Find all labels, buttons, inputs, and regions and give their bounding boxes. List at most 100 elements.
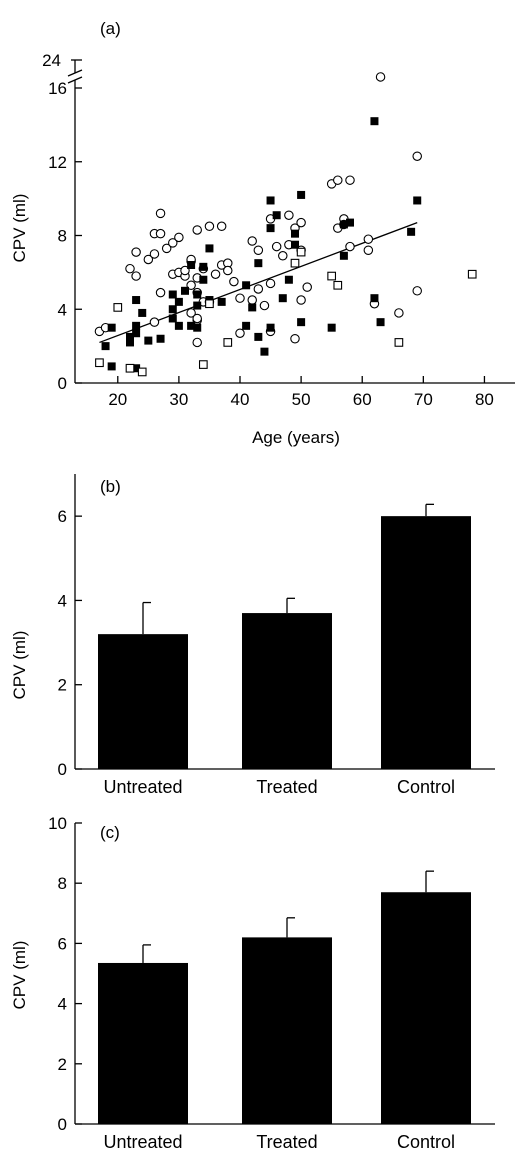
open-circle-point	[253, 284, 264, 294]
panel-b-y-tick-label: 4	[58, 591, 67, 610]
open-circle-point	[259, 300, 270, 311]
open-square-point	[296, 247, 306, 257]
open-circle-point	[345, 241, 355, 252]
open-circle-point	[149, 249, 160, 259]
open-circle-point	[192, 337, 202, 348]
open-square-point	[125, 363, 135, 373]
filled-square-point	[266, 323, 275, 332]
filled-square-point	[291, 229, 299, 238]
filled-square-point	[260, 347, 269, 356]
filled-square-point	[254, 332, 263, 341]
panel-b-content: 0 2 4 6 Untreated Treated Control	[58, 474, 495, 797]
panel-b-category-label: Treated	[256, 777, 317, 797]
filled-square-point	[278, 294, 287, 303]
open-circle-point	[247, 295, 257, 305]
filled-square-point	[132, 321, 141, 330]
x-tick-label: 80	[475, 390, 494, 409]
open-circle-point	[149, 317, 160, 327]
panel-a-y-axis-title: CPV (ml)	[10, 194, 29, 263]
open-circle-point	[216, 221, 227, 232]
open-circle-point	[186, 308, 196, 318]
filled-square-point	[168, 290, 177, 299]
filled-square-point	[168, 305, 177, 314]
filled-square-point	[266, 224, 275, 233]
panel-c-bar	[381, 892, 471, 1124]
open-circle-point	[186, 280, 196, 291]
open-circle-point	[363, 234, 374, 244]
filled-square-point	[284, 275, 293, 284]
open-circle-point	[204, 221, 215, 232]
panel-b-category-label: Control	[397, 777, 455, 797]
open-square-point	[95, 358, 104, 368]
open-circle-point	[155, 287, 166, 298]
open-circle-point	[247, 236, 257, 246]
open-square-point	[327, 271, 337, 281]
panel-a-points	[94, 72, 477, 377]
open-circle-point	[235, 328, 245, 338]
filled-square-point	[254, 259, 263, 268]
open-circle-point	[333, 175, 343, 185]
open-square-point	[333, 280, 343, 290]
panel-a-label: (a)	[100, 19, 121, 38]
filled-square-point	[199, 262, 208, 271]
panel-b-label: (b)	[100, 477, 121, 496]
filled-square-point	[181, 286, 189, 295]
open-circle-point	[180, 265, 190, 276]
filled-square-point	[132, 329, 141, 338]
filled-square-point	[339, 251, 348, 260]
filled-square-point	[217, 297, 226, 306]
filled-square-point	[376, 318, 385, 327]
open-circle-point	[302, 282, 312, 292]
open-square-point	[290, 258, 300, 268]
filled-square-point	[174, 321, 183, 330]
x-tick-label: 30	[169, 390, 188, 409]
filled-square-point	[132, 364, 141, 373]
x-tick-label: 40	[231, 390, 250, 409]
filled-square-point	[297, 318, 306, 327]
open-circle-point	[290, 333, 300, 344]
panel-c-y-tick-label: 2	[58, 1055, 67, 1074]
open-circle-point	[174, 232, 184, 243]
filled-square-point	[413, 196, 422, 205]
bar-panel-c: (c) CPV (ml) 0 2 4 6 8 10 Untreated Treated Cont…	[10, 814, 495, 1152]
open-circle-point	[143, 254, 154, 265]
panel-a-axes: 0 4 8 12 16 20 30 40 50 60 70 80	[48, 59, 515, 409]
panel-c-category-label: Treated	[256, 1132, 317, 1152]
open-square-point	[223, 338, 233, 347]
filled-square-point	[205, 244, 214, 253]
filled-square-point	[407, 227, 416, 236]
filled-square-point	[272, 211, 281, 220]
open-circle-point	[229, 276, 239, 287]
filled-square-point	[242, 281, 251, 290]
filled-square-point	[132, 296, 141, 305]
panel-c-y-tick-label: 8	[58, 874, 67, 893]
y-tick-label: 4	[58, 300, 67, 319]
open-circle-point	[271, 241, 282, 252]
panel-c-y-tick-label: 0	[58, 1115, 67, 1134]
open-circle-point	[223, 265, 233, 276]
filled-square-point	[101, 342, 110, 351]
filled-square-point	[138, 308, 147, 317]
filled-square-point	[248, 303, 257, 312]
open-circle-point	[363, 245, 374, 256]
open-circle-point	[125, 263, 135, 274]
filled-square-point	[193, 323, 202, 332]
panel-c-category-label: Untreated	[103, 1132, 182, 1152]
panel-b-y-tick-label: 0	[58, 760, 67, 779]
filled-square-point	[126, 338, 134, 347]
scatter-panel: (a) CPV (ml) Age (years) 24 0 4 8 12 16 20 30 4…	[10, 19, 515, 447]
filled-square-point	[193, 290, 202, 299]
panel-b-bar	[242, 613, 332, 769]
filled-square-point	[291, 240, 299, 249]
y-tick-label: 8	[58, 227, 67, 246]
open-circle-point	[253, 245, 264, 256]
open-circle-point	[131, 247, 141, 257]
panel-b-bar	[98, 634, 188, 769]
filled-square-point	[187, 321, 196, 330]
y-axis-break-mark	[67, 76, 83, 84]
panel-c-label: (c)	[100, 823, 120, 842]
y-tick-label: 12	[48, 153, 67, 172]
open-circle-point	[412, 151, 422, 161]
open-circle-point	[375, 72, 386, 82]
x-tick-label: 60	[353, 390, 372, 409]
